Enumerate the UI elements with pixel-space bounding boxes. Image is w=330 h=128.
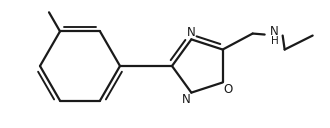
Text: N: N: [187, 26, 196, 39]
Text: N: N: [270, 25, 279, 38]
Text: H: H: [271, 36, 279, 46]
Text: O: O: [223, 83, 232, 96]
Text: N: N: [182, 93, 191, 106]
